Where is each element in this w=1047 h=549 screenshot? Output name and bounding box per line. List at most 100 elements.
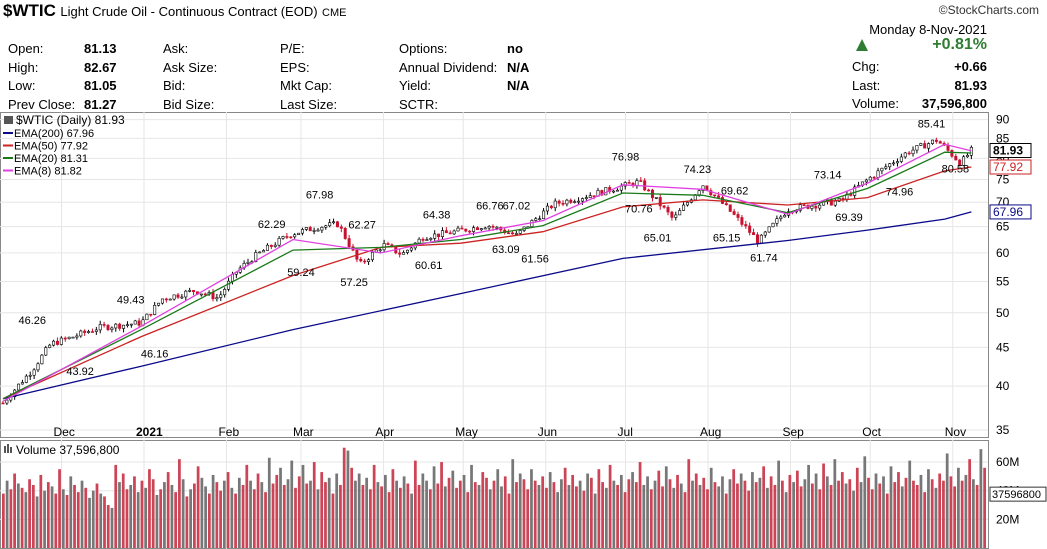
volume-bar: [870, 489, 874, 548]
high-label: High:: [8, 59, 39, 75]
last-value: 81.93: [954, 77, 987, 93]
volume-bar: [631, 472, 634, 548]
volume-last-label: 37596800: [989, 486, 1047, 502]
volume-bar: [99, 493, 103, 548]
candle-body: [456, 227, 460, 232]
volume-bar: [136, 492, 140, 548]
candle-body: [545, 205, 549, 212]
candle-body: [324, 225, 328, 228]
volume-bar: [69, 476, 73, 548]
volume-bar: [129, 484, 133, 548]
volume-bar: [732, 469, 736, 548]
candle-body: [888, 163, 892, 168]
quote-right-values: +0.66 81.93 37,596,800: [922, 58, 987, 114]
candle-body: [600, 190, 604, 196]
volume-bar: [526, 489, 530, 548]
volume-bar: [522, 479, 526, 548]
volume-bar: [762, 466, 766, 548]
low-label: Low:: [8, 78, 36, 93]
candle-body: [580, 198, 584, 202]
bid-size-label: Bid Size:: [163, 96, 215, 112]
candle-body: [573, 201, 577, 203]
volume-bar: [979, 449, 983, 548]
volume-last-text: 37596800: [992, 489, 1041, 501]
candle-body: [658, 197, 662, 207]
candle-body: [90, 331, 94, 333]
volume-bar: [930, 479, 934, 548]
candle-body: [273, 244, 277, 247]
candle-body: [17, 383, 21, 391]
volume-bar: [773, 484, 777, 548]
volume-title-text: Volume 37,596,800: [16, 443, 120, 457]
volume-bar: [743, 480, 747, 548]
volume-bar: [133, 476, 136, 548]
sctr-label: SCTR:: [399, 96, 438, 112]
volume-bar: [818, 489, 822, 548]
volume-bar: [634, 482, 638, 548]
candle-body: [864, 179, 868, 183]
ema-line-ema200: [2, 211, 972, 400]
volume-bar: [327, 477, 331, 548]
candle-body: [316, 229, 320, 232]
volume-bar: [900, 486, 904, 548]
volume-bar: [95, 483, 99, 548]
volume-bar: [305, 483, 309, 548]
volume-bar: [20, 487, 24, 548]
volume-bar: [803, 479, 807, 548]
volume-bar: [470, 464, 473, 548]
candle-body: [98, 324, 102, 331]
candle-body: [767, 226, 771, 233]
x-axis: Dec 2021 Feb Mar Apr May Jun Jul Aug Sep Oct Nov: [0, 425, 989, 441]
volume-bar: [822, 463, 825, 548]
volume-bar: [904, 477, 908, 548]
volume-bar: [237, 477, 241, 548]
candle-body: [895, 161, 899, 164]
volume-bar: [717, 486, 721, 548]
volume-bar: [548, 472, 552, 548]
volume-bar: [140, 480, 144, 548]
candle-body: [359, 259, 363, 262]
volume-bar: [481, 472, 485, 548]
volume-bar: [297, 476, 301, 548]
ema-line-ema50: [2, 166, 972, 400]
last-value-text: 67.96: [993, 205, 1023, 219]
volume-bar: [331, 493, 335, 548]
volume-bar: [751, 472, 754, 548]
volume-bar: [28, 479, 31, 548]
volume-bar: [597, 469, 601, 548]
candle-body: [510, 232, 514, 235]
volume-bar: [724, 493, 728, 548]
volume-bar: [267, 457, 271, 548]
volume-bar: [2, 493, 5, 548]
volume-bar: [694, 473, 698, 548]
volume-bar: [885, 493, 889, 548]
candle-body: [946, 144, 950, 151]
x-tick-label: Dec: [53, 425, 75, 439]
y-tick-label: 40: [996, 379, 1010, 393]
volume-bar: [777, 460, 781, 548]
price-annotation: 63.09: [492, 244, 520, 256]
volume-bar: [769, 476, 773, 548]
volume-bar: [766, 487, 769, 548]
candle-body: [59, 337, 63, 345]
candle-body: [507, 232, 511, 235]
candle-body: [227, 280, 231, 290]
volume-bar: [106, 505, 110, 548]
volume-bar: [957, 467, 960, 548]
candle-body: [184, 290, 188, 298]
x-tick-label: Aug: [699, 425, 722, 439]
last-value-text: 77.92: [993, 160, 1023, 174]
volume-bar: [825, 476, 829, 548]
volume-bar: [114, 464, 118, 548]
volume-bar: [814, 473, 818, 548]
volume-bar: [927, 469, 930, 548]
volume-bar: [736, 483, 739, 548]
volume-bar: [91, 490, 95, 548]
chart-title-text: $WTIC (Daily) 81.93: [16, 113, 125, 127]
candle-body: [682, 204, 686, 211]
quote-col-4: Options: Annual Dividend: Yield: SCTR:: [399, 40, 497, 114]
legend-item: EMA(8) 81.82: [3, 166, 82, 178]
candle-body: [122, 324, 126, 329]
candle-body: [701, 185, 705, 191]
volume-bar: [923, 492, 927, 548]
